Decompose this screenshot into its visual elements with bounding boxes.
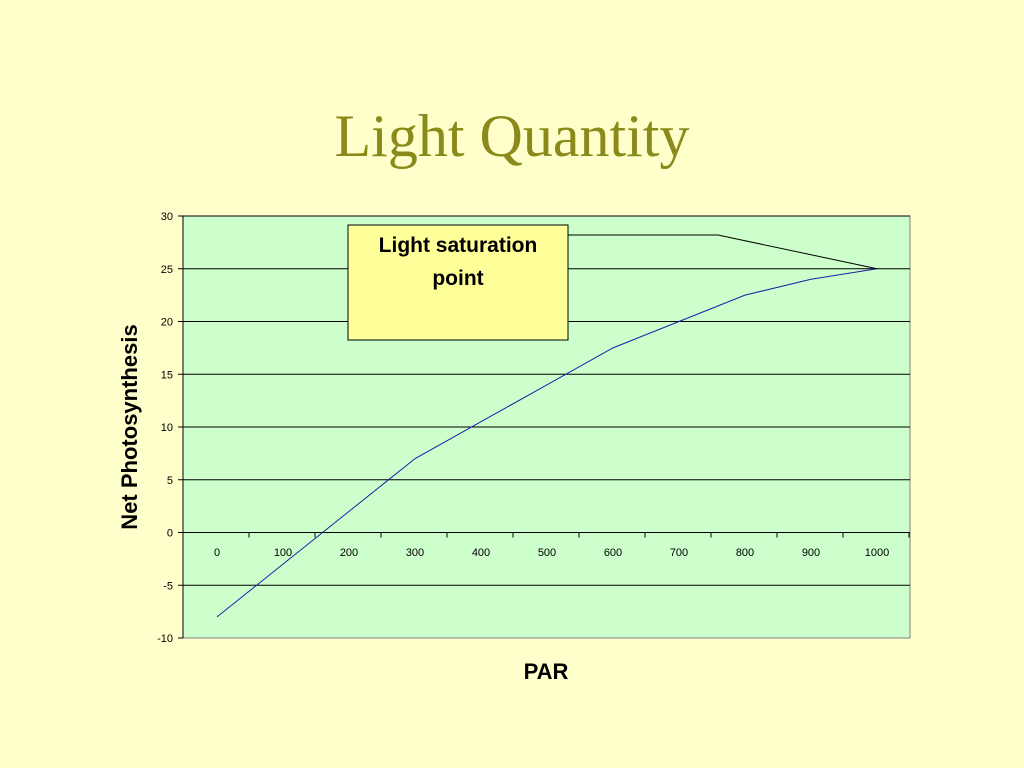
y-tick-label: 20 bbox=[161, 317, 173, 329]
x-tick-label: 900 bbox=[802, 547, 820, 559]
slide-title: Light Quantity bbox=[334, 103, 690, 169]
x-axis-title: PAR bbox=[524, 659, 569, 684]
x-tick-label: 200 bbox=[340, 547, 358, 559]
x-tick-label: 100 bbox=[274, 547, 292, 559]
y-tick-label: 0 bbox=[167, 528, 173, 540]
callout-text-line: point bbox=[432, 267, 483, 290]
y-tick-label: 30 bbox=[161, 211, 173, 223]
y-tick-labels: -10 -5 0 5 10 15 20 25 30 bbox=[157, 211, 173, 645]
x-tick-label: 500 bbox=[538, 547, 556, 559]
callout-box bbox=[347, 224, 569, 341]
callout-leader-line bbox=[568, 234, 878, 270]
x-tick-labels: 0 100 200 300 400 500 600 700 800 900 1000 bbox=[214, 547, 889, 559]
y-tick-label: 25 bbox=[161, 264, 173, 276]
series bbox=[216, 268, 878, 618]
x-tick-label: 1000 bbox=[865, 547, 889, 559]
y-tick-label: 15 bbox=[161, 369, 173, 381]
x-tick-label: 700 bbox=[670, 547, 688, 559]
callout-text-line: Light saturation bbox=[379, 234, 538, 257]
callout: Light saturation point bbox=[347, 224, 878, 341]
x-tick-label: 600 bbox=[604, 547, 622, 559]
x-tick-label: 400 bbox=[472, 547, 490, 559]
y-tick-label: -5 bbox=[163, 580, 173, 592]
axes bbox=[178, 215, 910, 639]
x-tick-label: 0 bbox=[214, 547, 220, 559]
y-tick-label: 5 bbox=[167, 475, 173, 487]
y-axis-title: Net Photosynthesis bbox=[117, 324, 142, 529]
y-tick-label: -10 bbox=[157, 633, 173, 645]
x-tick-label: 800 bbox=[736, 547, 754, 559]
x-tick-label: 300 bbox=[406, 547, 424, 559]
y-tick-label: 10 bbox=[161, 422, 173, 434]
